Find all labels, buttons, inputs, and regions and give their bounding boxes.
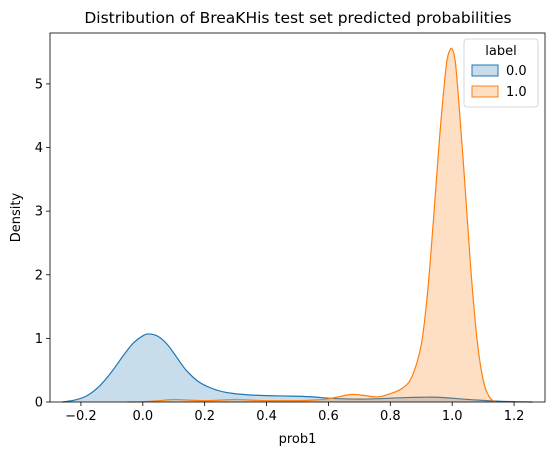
density-fill-1 [127,48,496,403]
legend: label 0.01.0 [463,38,539,108]
x-tick-label: 0.4 [256,409,277,424]
density-line-0 [62,333,533,403]
x-axis-label: prob1 [279,432,317,447]
x-tick-label: 1.2 [504,409,525,424]
legend-entries: 0.01.0 [471,64,527,100]
x-tick-label: 0.2 [194,409,215,424]
chart-title: Distribution of BreaKHis test set predic… [84,9,511,27]
x-tick-label: −0.2 [65,409,97,424]
y-axis-label: Density [9,192,24,242]
x-axis-ticks: −0.2 0.0 0.2 0.4 0.6 0.8 1.0 1.2 [65,402,524,424]
y-tick-label: 2 [35,268,43,283]
x-tick-label: 0.8 [380,409,401,424]
density-fill-0 [62,333,533,402]
x-tick-label: 1.0 [442,409,463,424]
y-tick-label: 3 [35,205,43,220]
legend-title: label [485,44,516,59]
y-tick-label: 5 [35,77,43,92]
legend-box [463,38,539,108]
plot-frame [49,32,546,403]
legend-swatch-1 [471,85,499,98]
x-tick-label: 0.6 [318,409,339,424]
y-tick-label: 1 [35,332,43,347]
legend-swatch-0 [471,64,499,77]
plot-areas [62,47,533,403]
legend-label-0: 0.0 [506,64,527,79]
density-line-1 [127,47,496,403]
y-axis-ticks: 0 1 2 3 4 5 [35,77,50,411]
legend-label-1: 1.0 [506,85,527,100]
x-tick-label: 0.0 [132,409,153,424]
y-tick-label: 0 [35,396,43,411]
y-tick-label: 4 [35,141,43,156]
